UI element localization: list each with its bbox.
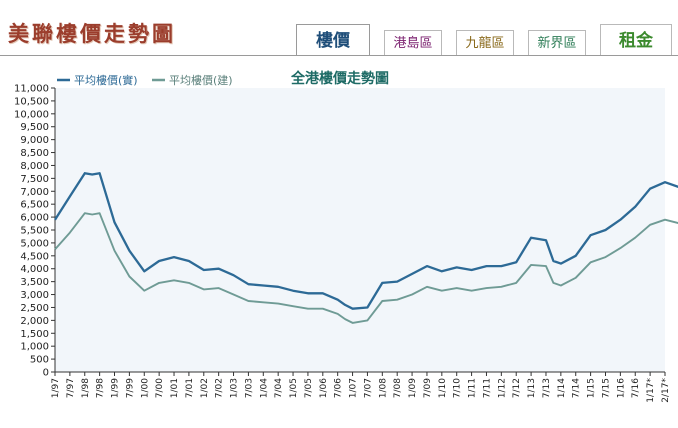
y-tick-label: 7,500 xyxy=(20,174,49,185)
tab-kowloon[interactable]: 九龍區 xyxy=(456,30,514,56)
chart-title: 全港樓價走勢圖 xyxy=(290,70,389,87)
legend: 平均樓價(實) 平均樓價(建) xyxy=(57,73,233,87)
x-tick-label: 1/17* xyxy=(646,378,656,403)
x-tick-label: 7/13 xyxy=(542,378,552,398)
x-tick-label: 1/02 xyxy=(200,378,210,398)
brand-title: 美聯樓價走勢圖 xyxy=(8,21,176,46)
y-axis: 0 500 1,000 1,500 2,000 2,500 3,000 3,500 4,000 4… xyxy=(14,84,56,379)
x-tick-label: 1/98 xyxy=(81,378,91,398)
y-tick-label: 5,000 xyxy=(20,238,49,249)
x-tick-label: 7/02 xyxy=(215,378,225,398)
x-tick-label: 7/07 xyxy=(363,378,373,398)
x-tick-label: 7/10 xyxy=(453,378,463,398)
x-tick-label: 1/10 xyxy=(438,378,448,398)
y-tick-label: 5,500 xyxy=(20,226,49,237)
x-tick-label: 1/12 xyxy=(497,378,507,398)
tab-new-territories[interactable]: 新界區 xyxy=(528,30,586,56)
y-tick-label: 0 xyxy=(43,368,49,379)
x-tick-label: 7/06 xyxy=(334,378,344,398)
x-tick-label: 1/15 xyxy=(587,378,597,398)
x-tick-label: 1/06 xyxy=(319,378,329,398)
x-tick-label: 2/17* xyxy=(661,378,671,403)
x-tick-label: 7/00 xyxy=(155,378,165,398)
x-tick-label: 7/12 xyxy=(512,378,522,398)
y-tick-label: 8,000 xyxy=(20,161,49,172)
y-tick-label: 10,500 xyxy=(14,96,49,107)
series-layer xyxy=(54,172,678,324)
x-tick-label: 7/09 xyxy=(423,378,433,398)
y-tick-label: 10,000 xyxy=(14,109,49,120)
tab-price[interactable]: 樓價 xyxy=(296,24,370,56)
chart-area: 全港樓價走勢圖 平均樓價(實) 平均樓價(建) 0 500 1,000 1,500 2,… xyxy=(0,58,678,428)
x-axis: 1/97 7/97 1/98 7/98 1/99 7/99 1/00 7/00 1/01 7/01… xyxy=(51,371,671,403)
x-tick-label: 7/11 xyxy=(482,378,492,398)
tab-baseline xyxy=(0,55,678,56)
x-tick-label: 7/14 xyxy=(572,378,582,398)
x-tick-label: 7/16 xyxy=(631,378,641,398)
x-tick-label: 7/01 xyxy=(185,378,195,398)
x-tick-label: 1/05 xyxy=(289,378,299,398)
y-tick-label: 500 xyxy=(30,355,49,366)
y-tick-label: 6,500 xyxy=(20,200,49,211)
x-tick-label: 1/07 xyxy=(349,378,359,398)
y-tick-label: 8,500 xyxy=(20,148,49,159)
legend-label-built: 平均樓價(建) xyxy=(169,73,233,87)
x-tick-label: 7/15 xyxy=(601,378,611,398)
x-tick-label: 1/03 xyxy=(230,378,240,398)
x-tick-label: 7/97 xyxy=(66,378,76,398)
x-tick-label: 1/14 xyxy=(557,378,567,398)
x-tick-label: 1/11 xyxy=(468,378,478,398)
plot-background xyxy=(55,88,665,372)
y-tick-label: 9,000 xyxy=(20,135,49,146)
y-tick-label: 4,000 xyxy=(20,264,49,275)
x-tick-label: 1/99 xyxy=(111,378,121,398)
x-tick-label: 1/97 xyxy=(51,378,61,398)
x-tick-label: 7/99 xyxy=(125,378,135,398)
y-tick-label: 7,000 xyxy=(20,187,49,198)
y-tick-label: 3,500 xyxy=(20,277,49,288)
y-tick-label: 1,500 xyxy=(20,329,49,340)
x-tick-label: 1/00 xyxy=(140,378,150,398)
x-tick-label: 7/04 xyxy=(274,378,284,398)
y-tick-label: 2,500 xyxy=(20,303,49,314)
legend-label-actual: 平均樓價(實) xyxy=(74,73,138,87)
x-tick-label: 1/08 xyxy=(378,378,388,398)
y-tick-label: 1,000 xyxy=(20,342,49,353)
price-chart: 全港樓價走勢圖 平均樓價(實) 平均樓價(建) 0 500 1,000 1,500 2,… xyxy=(14,70,678,403)
x-tick-label: 1/16 xyxy=(616,378,626,398)
x-tick-label: 1/09 xyxy=(408,378,418,398)
x-tick-label: 1/01 xyxy=(170,378,180,398)
series-line-actual xyxy=(54,172,678,310)
x-tick-label: 7/98 xyxy=(96,378,106,398)
y-tick-label: 4,500 xyxy=(20,251,49,262)
series-line-built xyxy=(54,212,678,324)
x-tick-label: 1/04 xyxy=(259,378,269,398)
y-tick-label: 2,000 xyxy=(20,316,49,327)
tab-rent[interactable]: 租金 xyxy=(600,24,672,56)
x-tick-label: 7/08 xyxy=(393,378,403,398)
y-tick-label: 3,000 xyxy=(20,290,49,301)
y-tick-label: 9,500 xyxy=(20,122,49,133)
y-tick-label: 6,000 xyxy=(20,213,49,224)
tab-hk-island[interactable]: 港島區 xyxy=(384,30,442,56)
y-tick-label: 11,000 xyxy=(14,84,49,95)
x-tick-label: 7/05 xyxy=(304,378,314,398)
x-tick-label: 7/03 xyxy=(244,378,254,398)
x-tick-label: 1/13 xyxy=(527,378,537,398)
